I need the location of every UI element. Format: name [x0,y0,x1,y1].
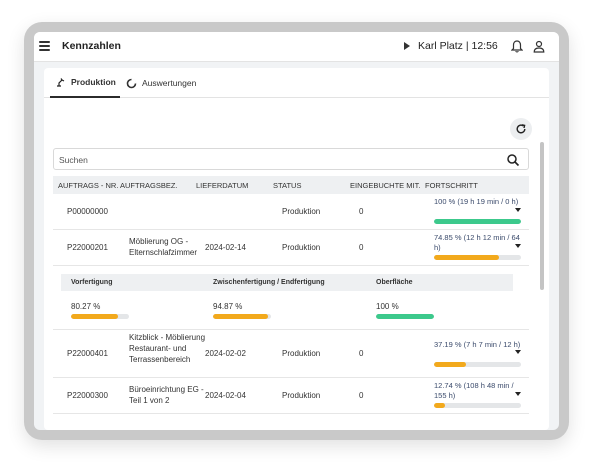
search-box [53,148,529,170]
column-header[interactable]: STATUS [273,181,302,190]
tab-label: Auswertungen [142,78,197,88]
column-header[interactable]: EINGEBUCHTE MIT. [350,181,421,190]
booked-employees: 0 [359,207,364,216]
table-row[interactable]: P22000401 Kitzblick - Möblierung Restaur… [53,330,529,378]
detail-progress-bar [213,314,271,319]
table-row[interactable]: P00000000 Produktion 0 100 % (19 h 19 mi… [53,194,529,230]
top-bar: Kennzahlen Karl Platz | 12:56 [34,32,559,62]
booked-employees: 0 [359,349,364,358]
play-icon[interactable] [404,42,410,50]
row-detail-panel: Vorfertigung Zwischenfertigung / Endfert… [53,266,529,330]
detail-value: 100 % [376,302,399,311]
order-number: P22000401 [67,349,108,358]
person-icon[interactable] [533,40,545,53]
progress-bar [434,255,521,260]
booked-employees: 0 [359,243,364,252]
delivery-date: 2024-02-02 [205,349,246,358]
menu-icon[interactable] [39,41,50,51]
order-number: P22000201 [67,243,108,252]
progress-text: 74.85 % (12 h 12 min / 64 h) [434,233,520,252]
table-header: AUFTRAGS - NR. AUFTRAGSBEZ. LIEFERDATUM … [53,176,529,194]
chevron-down-icon[interactable] [515,208,521,212]
detail-progress-bar [376,314,434,319]
detail-value: 80.27 % [71,302,101,311]
column-header[interactable]: LIEFERDATUM [196,181,249,190]
user-info: Karl Platz | 12:56 [418,40,498,52]
scrollbar[interactable] [540,142,544,290]
tab-auswertungen[interactable]: Auswertungen [126,68,216,98]
status: Produktion [282,391,321,400]
status: Produktion [282,243,321,252]
tab-bar: Produktion Auswertungen [44,68,549,98]
booked-employees: 0 [359,391,364,400]
bell-icon[interactable] [511,40,523,53]
delivery-date: 2024-02-04 [205,391,246,400]
refresh-button[interactable] [510,118,532,140]
progress-bar [434,219,521,224]
detail-column-header: Vorfertigung [71,279,113,286]
progress-bar [434,403,521,408]
order-description: Möblierung OG - Elternschlafzimmer [129,237,198,257]
progress-text: 100 % (19 h 19 min / 0 h) [434,197,519,206]
tab-produktion[interactable]: Produktion [50,68,120,98]
column-header[interactable]: AUFTRAGS - NR. [58,181,119,190]
progress-bar [434,362,521,367]
column-header[interactable]: AUFTRAGSBEZ. [120,181,178,190]
status: Produktion [282,349,321,358]
chevron-down-icon[interactable] [515,392,521,396]
detail-progress-bar [71,314,129,319]
robot-arm-icon [57,78,65,87]
chevron-down-icon[interactable] [515,244,521,248]
search-icon[interactable] [506,153,520,167]
main-card: Produktion Auswertungen [44,68,549,430]
progress-text: 12.74 % (108 h 48 min / 155 h) [434,381,514,400]
order-description: Büroeinrichtung EG - Teil 1 von 2 [129,385,204,405]
page-title: Kennzahlen [62,40,121,52]
table-row[interactable]: P22000201 Möblierung OG - Elternschlafzi… [53,230,529,266]
column-header[interactable]: FORTSCHRITT [425,181,478,190]
detail-value: 94.87 % [213,302,243,311]
detail-column-header: Oberfläche [376,279,413,286]
status: Produktion [282,207,321,216]
order-number: P00000000 [67,207,108,216]
refresh-icon [516,124,526,134]
donut-chart-icon [126,78,137,88]
app-screen: Kennzahlen Karl Platz | 12:56 Produktion [34,32,559,430]
order-number: P22000300 [67,391,108,400]
detail-header: Vorfertigung Zwischenfertigung / Endfert… [61,274,513,291]
progress-text: 37.19 % (7 h 7 min / 12 h) [434,340,521,349]
detail-column-header: Zwischenfertigung / Endfertigung [213,279,325,286]
chevron-down-icon[interactable] [515,350,521,354]
device-frame: Kennzahlen Karl Platz | 12:56 Produktion [24,22,569,440]
delivery-date: 2024-02-14 [205,243,246,252]
table-row[interactable]: P22000300 Büroeinrichtung EG - Teil 1 vo… [53,378,529,414]
search-input[interactable] [59,152,479,167]
tab-label: Produktion [71,77,116,87]
order-description: Kitzblick - Möblierung Restaurant- und T… [129,333,206,364]
